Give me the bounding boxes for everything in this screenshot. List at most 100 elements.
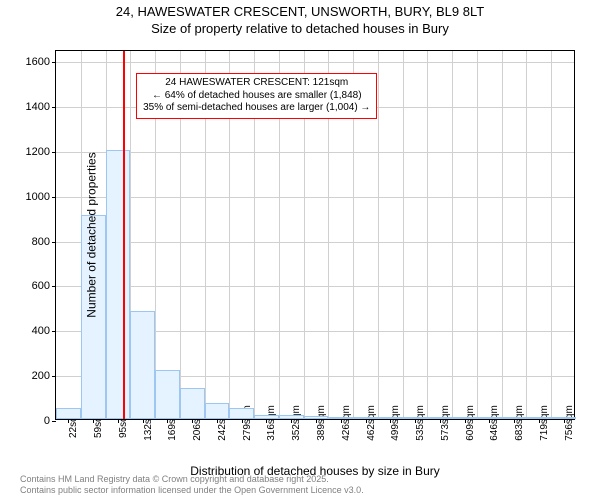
gridline-h xyxy=(56,152,574,153)
gridline-h xyxy=(56,242,574,243)
y-axis-label: Number of detached properties xyxy=(85,152,99,317)
x-tick-mark xyxy=(539,419,540,423)
x-tick-label: 609sqm xyxy=(465,405,476,441)
title-block: 24, HAWESWATER CRESCENT, UNSWORTH, BURY,… xyxy=(0,0,600,38)
title-line-2: Size of property relative to detached ho… xyxy=(0,21,600,38)
x-tick-label: 499sqm xyxy=(390,405,401,441)
histogram-bar xyxy=(106,150,131,419)
gridline-v xyxy=(477,51,478,419)
annotation-box: 24 HAWESWATER CRESCENT: 121sqm← 64% of d… xyxy=(136,73,377,119)
histogram-bar xyxy=(353,417,378,419)
x-tick-mark xyxy=(316,419,317,423)
x-tick-label: 316sqm xyxy=(266,405,277,441)
histogram-bar xyxy=(427,417,452,419)
gridline-v xyxy=(427,51,428,419)
x-tick-mark xyxy=(93,419,94,423)
gridline-v xyxy=(551,51,552,419)
x-tick-label: 756sqm xyxy=(564,405,575,441)
annotation-line: 35% of semi-detached houses are larger (… xyxy=(143,102,370,115)
y-tick-mark xyxy=(52,62,56,63)
x-tick-mark xyxy=(217,419,218,423)
x-tick-label: 352sqm xyxy=(291,405,302,441)
gridline-v xyxy=(378,51,379,419)
x-tick-mark xyxy=(118,419,119,423)
histogram-bar xyxy=(155,370,180,419)
x-tick-mark xyxy=(440,419,441,423)
y-tick-label: 0 xyxy=(44,415,50,427)
annotation-line: 24 HAWESWATER CRESCENT: 121sqm xyxy=(143,77,370,90)
histogram-bar xyxy=(304,416,329,419)
y-tick-mark xyxy=(52,197,56,198)
gridline-v xyxy=(403,51,404,419)
x-tick-mark xyxy=(167,419,168,423)
x-tick-mark xyxy=(192,419,193,423)
y-tick-mark xyxy=(52,286,56,287)
histogram-bar xyxy=(180,388,205,419)
y-tick-label: 1000 xyxy=(26,191,50,203)
y-tick-mark xyxy=(52,152,56,153)
histogram-bar xyxy=(403,417,428,419)
x-tick-label: 646sqm xyxy=(489,405,500,441)
x-tick-mark xyxy=(341,419,342,423)
x-tick-label: 573sqm xyxy=(440,405,451,441)
plot-area: 0200400600800100012001400160022sqm59sqm9… xyxy=(55,50,575,420)
histogram-bar xyxy=(254,415,279,419)
gridline-h xyxy=(56,197,574,198)
histogram-bar xyxy=(328,417,353,419)
chart-container: 24, HAWESWATER CRESCENT, UNSWORTH, BURY,… xyxy=(0,0,600,500)
y-tick-mark xyxy=(52,376,56,377)
x-tick-mark xyxy=(465,419,466,423)
x-tick-mark xyxy=(291,419,292,423)
footnote-line-2: Contains public sector information licen… xyxy=(20,485,364,496)
annotation-line: ← 64% of detached houses are smaller (1,… xyxy=(143,90,370,103)
gridline-v xyxy=(452,51,453,419)
histogram-bar xyxy=(452,417,477,419)
histogram-bar xyxy=(378,417,403,419)
x-tick-label: 426sqm xyxy=(341,405,352,441)
marker-line xyxy=(123,51,125,419)
x-tick-label: 462sqm xyxy=(366,405,377,441)
x-tick-label: 389sqm xyxy=(316,405,327,441)
histogram-bar xyxy=(526,417,551,419)
x-tick-label: 683sqm xyxy=(514,405,525,441)
y-tick-label: 400 xyxy=(32,325,50,337)
histogram-bar xyxy=(477,417,502,419)
gridline-v xyxy=(526,51,527,419)
histogram-bar xyxy=(229,408,254,419)
y-tick-label: 1400 xyxy=(26,101,50,113)
y-tick-label: 1600 xyxy=(26,56,50,68)
histogram-bar xyxy=(502,417,527,419)
x-tick-mark xyxy=(366,419,367,423)
histogram-bar xyxy=(130,311,155,419)
x-tick-mark xyxy=(564,419,565,423)
x-tick-mark xyxy=(242,419,243,423)
histogram-bar xyxy=(56,408,81,419)
y-tick-mark xyxy=(52,331,56,332)
y-tick-label: 600 xyxy=(32,280,50,292)
x-tick-mark xyxy=(143,419,144,423)
x-tick-mark xyxy=(415,419,416,423)
gridline-v xyxy=(502,51,503,419)
x-tick-mark xyxy=(68,419,69,423)
chart-area: 0200400600800100012001400160022sqm59sqm9… xyxy=(55,50,575,420)
x-tick-label: 719sqm xyxy=(539,405,550,441)
y-tick-mark xyxy=(52,242,56,243)
footnote: Contains HM Land Registry data © Crown c… xyxy=(20,474,364,496)
x-tick-mark xyxy=(266,419,267,423)
gridline-h xyxy=(56,62,574,63)
y-tick-mark xyxy=(52,107,56,108)
footnote-line-1: Contains HM Land Registry data © Crown c… xyxy=(20,474,364,485)
histogram-bar xyxy=(279,415,304,419)
y-tick-label: 1200 xyxy=(26,146,50,158)
y-tick-label: 800 xyxy=(32,236,50,248)
title-line-1: 24, HAWESWATER CRESCENT, UNSWORTH, BURY,… xyxy=(0,4,600,21)
y-tick-label: 200 xyxy=(32,370,50,382)
x-tick-mark xyxy=(489,419,490,423)
x-tick-mark xyxy=(514,419,515,423)
histogram-bar xyxy=(551,417,576,419)
x-tick-label: 535sqm xyxy=(415,405,426,441)
y-tick-mark xyxy=(52,421,56,422)
x-tick-mark xyxy=(390,419,391,423)
histogram-bar xyxy=(205,403,230,419)
gridline-h xyxy=(56,286,574,287)
